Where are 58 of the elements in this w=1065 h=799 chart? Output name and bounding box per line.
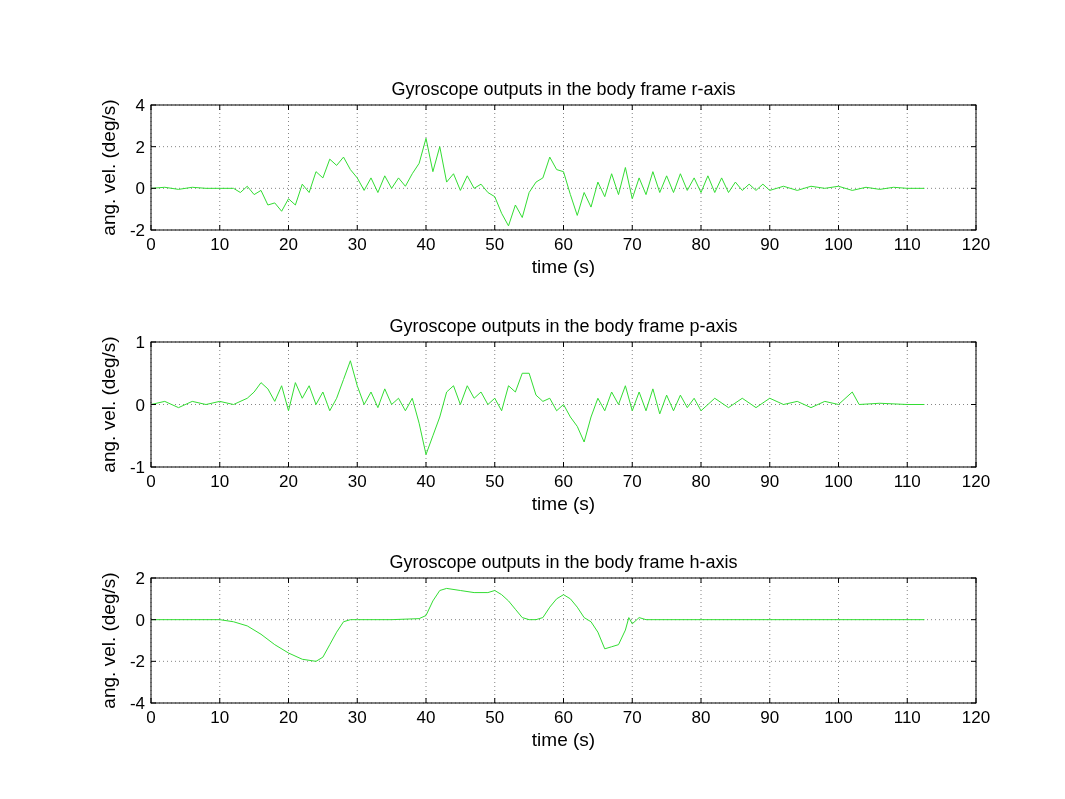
x-tick-label: 50 xyxy=(485,708,505,727)
chart-title: Gyroscope outputs in the body frame p-axis xyxy=(389,316,738,336)
x-tick-label: 110 xyxy=(893,708,921,727)
x-axis-title: time (s) xyxy=(531,493,596,514)
x-tick-label: 90 xyxy=(760,235,780,254)
x-tick-label: 50 xyxy=(485,235,505,254)
x-tick-label: 90 xyxy=(760,472,780,491)
x-tick-label: 80 xyxy=(691,235,711,254)
x-tick-label: 70 xyxy=(622,235,642,254)
y-tick-label: -2 xyxy=(129,652,145,672)
y-tick-label: 0 xyxy=(135,179,145,199)
x-tick-label: 90 xyxy=(760,708,780,727)
y-tick-label: 4 xyxy=(135,96,145,115)
x-tick-label: 20 xyxy=(279,472,298,491)
y-tick-label: -1 xyxy=(129,458,145,477)
x-tick-label: 40 xyxy=(416,472,436,491)
x-tick-label: 10 xyxy=(210,472,230,491)
y-tick-label: 2 xyxy=(135,569,145,588)
chart-title: Gyroscope outputs in the body frame r-axis xyxy=(391,79,736,99)
x-tick-label: 60 xyxy=(554,472,573,491)
y-axis-title: ang. vel. (deg/s) xyxy=(98,99,119,236)
x-tick-label: 10 xyxy=(210,708,230,727)
x-tick-label: 80 xyxy=(691,472,711,491)
x-tick-label: 60 xyxy=(554,708,573,727)
x-tick-label: 80 xyxy=(691,708,711,727)
y-axis-title: ang. vel. (deg/s) xyxy=(98,336,119,473)
x-tick-label: 110 xyxy=(893,472,921,491)
chart-title: Gyroscope outputs in the body frame h-axis xyxy=(389,552,738,572)
x-tick-label: 20 xyxy=(279,235,298,254)
x-tick-label: 30 xyxy=(347,472,367,491)
x-tick-label: 50 xyxy=(485,472,505,491)
x-tick-label: 100 xyxy=(824,708,853,727)
x-tick-label: 30 xyxy=(347,235,367,254)
x-tick-label: 30 xyxy=(347,708,367,727)
y-tick-label: 1 xyxy=(135,333,145,352)
x-tick-label: 40 xyxy=(416,235,436,254)
x-axis-title: time (s) xyxy=(531,729,596,750)
x-tick-label: 60 xyxy=(554,235,573,254)
x-axis-title: time (s) xyxy=(531,256,596,277)
line-series xyxy=(150,360,925,455)
x-tick-label: 10 xyxy=(210,235,230,254)
x-tick-label: 20 xyxy=(279,708,298,727)
x-tick-label: 100 xyxy=(824,472,853,491)
x-tick-label: 70 xyxy=(622,708,642,727)
x-tick-label: 70 xyxy=(622,472,642,491)
y-tick-label: -4 xyxy=(129,694,145,713)
x-tick-label: 120 xyxy=(961,708,991,727)
x-tick-label: 120 xyxy=(961,472,991,491)
y-axis-title: ang. vel. (deg/s) xyxy=(98,572,119,709)
y-tick-label: 2 xyxy=(135,137,145,157)
x-tick-label: 40 xyxy=(416,708,436,727)
x-tick-label: 100 xyxy=(824,235,853,254)
line-series xyxy=(150,137,925,227)
y-tick-label: 0 xyxy=(135,395,145,415)
y-tick-label: 0 xyxy=(135,610,145,630)
x-tick-label: 110 xyxy=(893,235,921,254)
x-tick-label: 120 xyxy=(961,235,991,254)
y-tick-label: -2 xyxy=(129,221,145,240)
